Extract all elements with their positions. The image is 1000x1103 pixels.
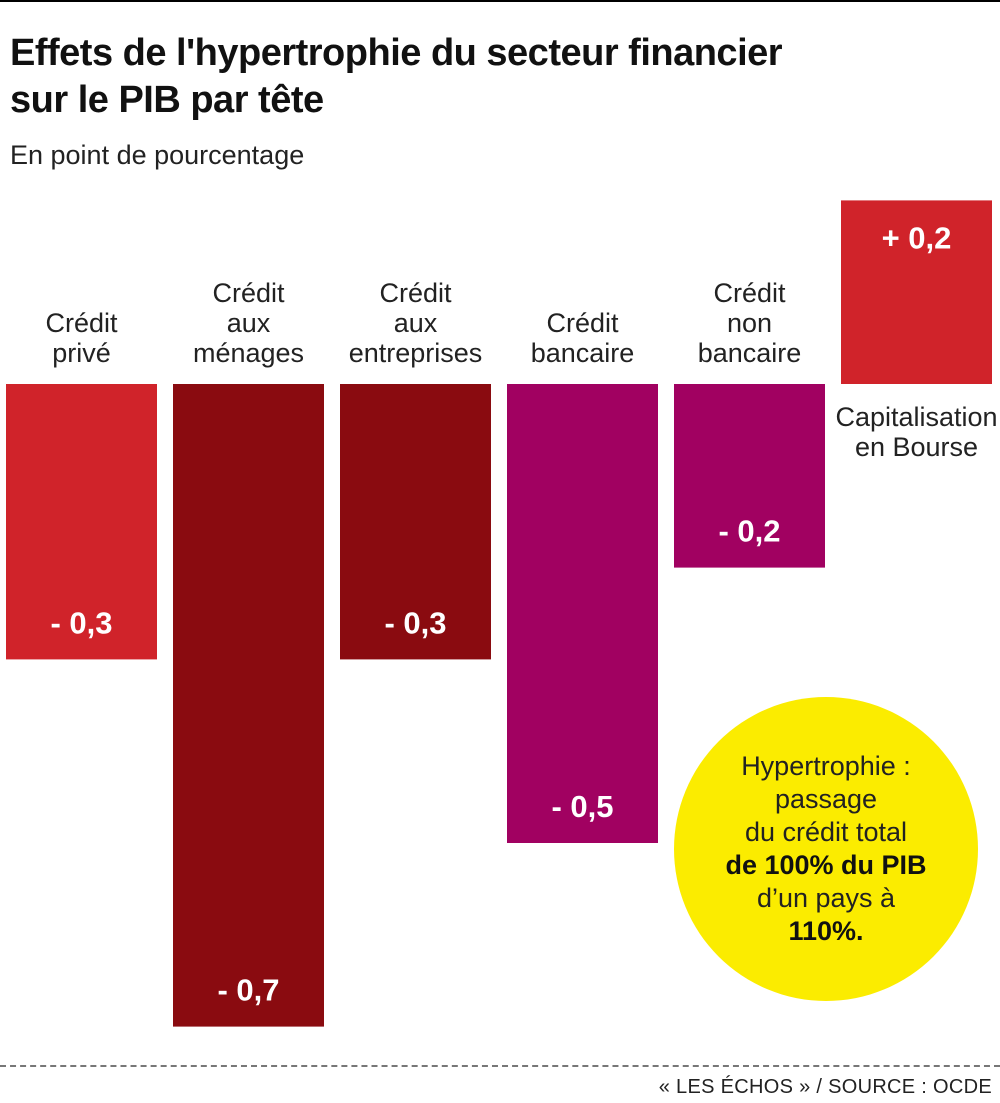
- annotation-text: Hypertrophie : passage du crédit total d…: [725, 750, 926, 948]
- bar-0: [6, 384, 157, 660]
- category-label-1-line-0: Crédit: [212, 278, 285, 308]
- chart-title: Effets de l'hypertrophie du secteur fina…: [10, 30, 970, 124]
- value-label-1: - 0,7: [217, 973, 279, 1008]
- value-label-0: - 0,3: [50, 605, 112, 640]
- bar-1: [173, 384, 324, 1027]
- annotation-line-6: 110%.: [788, 916, 864, 946]
- annotation-line-2: passage: [774, 784, 878, 814]
- title-line-2: sur le PIB par tête: [10, 79, 324, 121]
- annotation-line-5: d’un pays à: [756, 883, 896, 913]
- category-label-0-line-1: privé: [52, 338, 111, 368]
- category-label-1-line-2: ménages: [193, 338, 304, 368]
- category-label-5-line-0: Capitalisation: [835, 402, 997, 432]
- category-label-3-line-0: Crédit: [546, 308, 619, 338]
- category-label-2-line-2: entreprises: [349, 338, 483, 368]
- title-line-1: Effets de l'hypertrophie du secteur fina…: [10, 32, 783, 74]
- category-label-1-line-1: aux: [227, 308, 271, 338]
- value-label-3: - 0,5: [551, 789, 613, 824]
- bar-2: [340, 384, 491, 660]
- category-label-5-line-1: en Bourse: [855, 432, 978, 462]
- annotation-line-4: de 100% du PIB: [725, 850, 927, 880]
- annotation-line-3: du crédit total: [744, 817, 908, 847]
- category-label-4-line-1: non: [727, 308, 772, 338]
- bar-4: [674, 384, 825, 568]
- category-label-2-line-1: aux: [394, 308, 438, 338]
- source-credit: « LES ÉCHOS » / SOURCE : OCDE: [658, 1076, 992, 1098]
- category-label-3-line-1: bancaire: [531, 338, 635, 368]
- footer-divider: [0, 1065, 1000, 1067]
- value-label-4: - 0,2: [718, 514, 780, 549]
- value-label-5: + 0,2: [882, 220, 952, 255]
- annotation-bubble: Hypertrophie : passage du crédit total d…: [674, 697, 978, 1001]
- bar-5: [841, 200, 992, 384]
- category-label-4-line-2: bancaire: [698, 338, 802, 368]
- value-label-2: - 0,3: [384, 605, 446, 640]
- category-label-0-line-0: Crédit: [45, 308, 118, 338]
- category-label-4-line-0: Crédit: [713, 278, 786, 308]
- chart-subtitle: En point de pourcentage: [10, 140, 305, 170]
- top-rule: [0, 0, 1000, 2]
- bar-3: [507, 384, 658, 843]
- annotation-line-1: Hypertrophie :: [741, 751, 911, 781]
- category-label-2-line-0: Crédit: [379, 278, 452, 308]
